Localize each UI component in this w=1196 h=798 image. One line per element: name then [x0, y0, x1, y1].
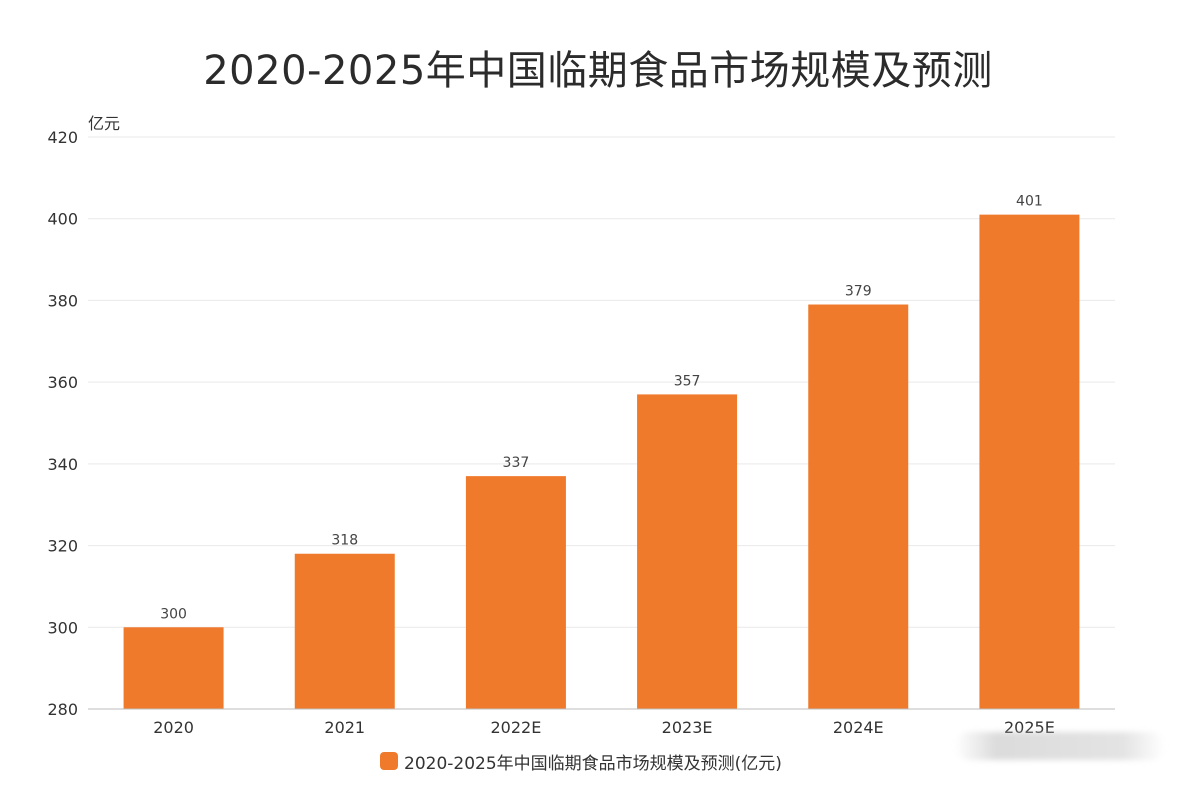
x-axis: 2020 2021 2022E 2023E 2024E 2025E [88, 708, 1115, 737]
data-label-2025E: 401 [1016, 194, 1043, 210]
x-tick-label-2021: 2021 [324, 718, 365, 737]
y-tick-label: 320 [47, 537, 78, 556]
x-tick-label-2022E: 2022E [491, 718, 542, 737]
legend-label: 2020-2025年中国临期食品市场规模及预测(亿元) [404, 753, 782, 774]
y-tick-label: 420 [47, 128, 78, 147]
x-tick-label-2023E: 2023E [662, 718, 713, 737]
legend[interactable]: 2020-2025年中国临期食品市场规模及预测(亿元) [380, 749, 782, 774]
x-tick-label-2020: 2020 [153, 718, 194, 737]
chart-title: 2020-2025年中国临期食品市场规模及预测 [203, 48, 993, 94]
y-tick-label: 380 [47, 291, 78, 310]
y-tick-label: 400 [47, 210, 78, 229]
bars [123, 214, 1080, 709]
grid-lines [88, 136, 1115, 628]
data-label-2024E: 379 [845, 284, 872, 300]
bar-2022E[interactable] [465, 476, 566, 709]
x-tick-label-2024E: 2024E [833, 718, 884, 737]
bar-2020[interactable] [123, 627, 224, 709]
data-label-2020: 300 [160, 606, 187, 622]
y-tick-label: 300 [47, 618, 78, 637]
y-tick-label: 360 [47, 373, 78, 392]
y-axis: 280 300 320 340 360 380 400 420 [47, 128, 78, 719]
bar-2023E[interactable] [637, 394, 738, 709]
y-axis-unit: 亿元 [88, 114, 120, 133]
data-label-2022E: 337 [503, 455, 530, 471]
data-label-2023E: 357 [674, 373, 701, 389]
legend-swatch [380, 752, 398, 770]
y-tick-label: 340 [47, 455, 78, 474]
watermark [955, 732, 1165, 760]
bar-2024E[interactable] [808, 304, 909, 709]
bar-2025E[interactable] [979, 214, 1080, 709]
data-label-2021: 318 [331, 533, 358, 549]
y-tick-label: 280 [47, 700, 78, 719]
data-labels: 300 318 337 357 379 401 [160, 194, 1043, 623]
bar-2021[interactable] [294, 553, 395, 709]
